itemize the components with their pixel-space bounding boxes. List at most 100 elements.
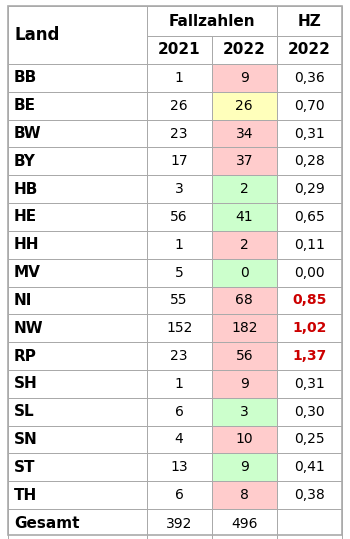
Bar (8, 342, 147, 370)
Bar (212, 398, 277, 426)
Text: BY: BY (14, 154, 36, 169)
Text: ST: ST (14, 460, 35, 475)
Bar (147, 148, 212, 175)
Bar (277, 175, 342, 203)
Bar (212, 148, 277, 175)
Bar (212, 370, 277, 398)
Bar (212, 92, 277, 120)
Text: Fallzahlen: Fallzahlen (168, 13, 255, 29)
Text: 1: 1 (175, 71, 184, 85)
Text: 17: 17 (170, 154, 188, 168)
Bar (147, 426, 212, 453)
Bar (212, 36, 277, 64)
Bar (277, 92, 342, 120)
Bar (8, 453, 147, 481)
Text: 6: 6 (175, 488, 184, 502)
Text: SH: SH (14, 376, 38, 391)
Text: 0,31: 0,31 (294, 127, 325, 141)
Text: 2022: 2022 (288, 43, 331, 58)
Bar (147, 509, 212, 539)
Bar (212, 120, 277, 148)
Bar (212, 398, 277, 426)
Text: 0,00: 0,00 (294, 266, 325, 280)
Bar (147, 259, 212, 287)
Bar (277, 6, 342, 36)
Bar (212, 370, 277, 398)
Bar (212, 314, 277, 342)
Bar (147, 342, 212, 370)
Bar (212, 203, 277, 231)
Text: 23: 23 (170, 127, 188, 141)
Bar (277, 370, 342, 398)
Bar (212, 314, 277, 342)
Bar (8, 509, 147, 539)
Bar (8, 314, 147, 342)
Text: 0,38: 0,38 (294, 488, 325, 502)
Bar (277, 203, 342, 231)
Bar (8, 92, 147, 120)
Text: 392: 392 (166, 517, 193, 531)
Bar (277, 314, 342, 342)
Text: SN: SN (14, 432, 38, 447)
Bar (277, 398, 342, 426)
Bar (212, 231, 277, 259)
Text: 9: 9 (240, 71, 249, 85)
Text: 1: 1 (175, 377, 184, 391)
Text: 37: 37 (236, 154, 253, 168)
Bar (212, 287, 277, 314)
Text: 34: 34 (236, 127, 253, 141)
Bar (277, 453, 342, 481)
Bar (147, 481, 212, 509)
Text: RP: RP (14, 349, 37, 363)
Bar (212, 64, 277, 92)
Bar (212, 92, 277, 120)
Text: HE: HE (14, 210, 37, 224)
Text: BB: BB (14, 71, 37, 85)
Bar (212, 64, 277, 92)
Text: 0,11: 0,11 (294, 238, 325, 252)
Text: MV: MV (14, 265, 41, 280)
Text: Land: Land (14, 26, 60, 44)
Bar (277, 148, 342, 175)
Text: 6: 6 (175, 405, 184, 419)
Bar (8, 6, 147, 64)
Text: 0,41: 0,41 (294, 460, 325, 474)
Text: HB: HB (14, 182, 38, 197)
Text: 8: 8 (240, 488, 249, 502)
Bar (8, 231, 147, 259)
Bar (8, 120, 147, 148)
Bar (8, 64, 147, 92)
Bar (277, 231, 342, 259)
Bar (8, 259, 147, 287)
Bar (277, 259, 342, 287)
Bar (212, 453, 277, 481)
Bar (147, 92, 212, 120)
Text: 0,65: 0,65 (294, 210, 325, 224)
Text: 0,36: 0,36 (294, 71, 325, 85)
Bar (212, 203, 277, 231)
Text: 2022: 2022 (223, 43, 266, 58)
Text: 5: 5 (175, 266, 183, 280)
Bar (212, 342, 277, 370)
Bar (212, 175, 277, 203)
Bar (212, 453, 277, 481)
Bar (8, 175, 147, 203)
Bar (277, 481, 342, 509)
Bar (147, 370, 212, 398)
Bar (212, 509, 277, 539)
Bar (212, 259, 277, 287)
Bar (147, 6, 277, 36)
Text: NI: NI (14, 293, 32, 308)
Text: 56: 56 (236, 349, 253, 363)
Text: 0,70: 0,70 (294, 99, 325, 113)
Bar (8, 370, 147, 398)
Bar (277, 287, 342, 314)
Text: 10: 10 (236, 432, 253, 446)
Text: BW: BW (14, 126, 42, 141)
Text: BE: BE (14, 98, 36, 113)
Bar (277, 426, 342, 453)
Text: NW: NW (14, 321, 44, 336)
Bar (212, 231, 277, 259)
Text: 26: 26 (236, 99, 253, 113)
Text: 496: 496 (231, 517, 258, 531)
